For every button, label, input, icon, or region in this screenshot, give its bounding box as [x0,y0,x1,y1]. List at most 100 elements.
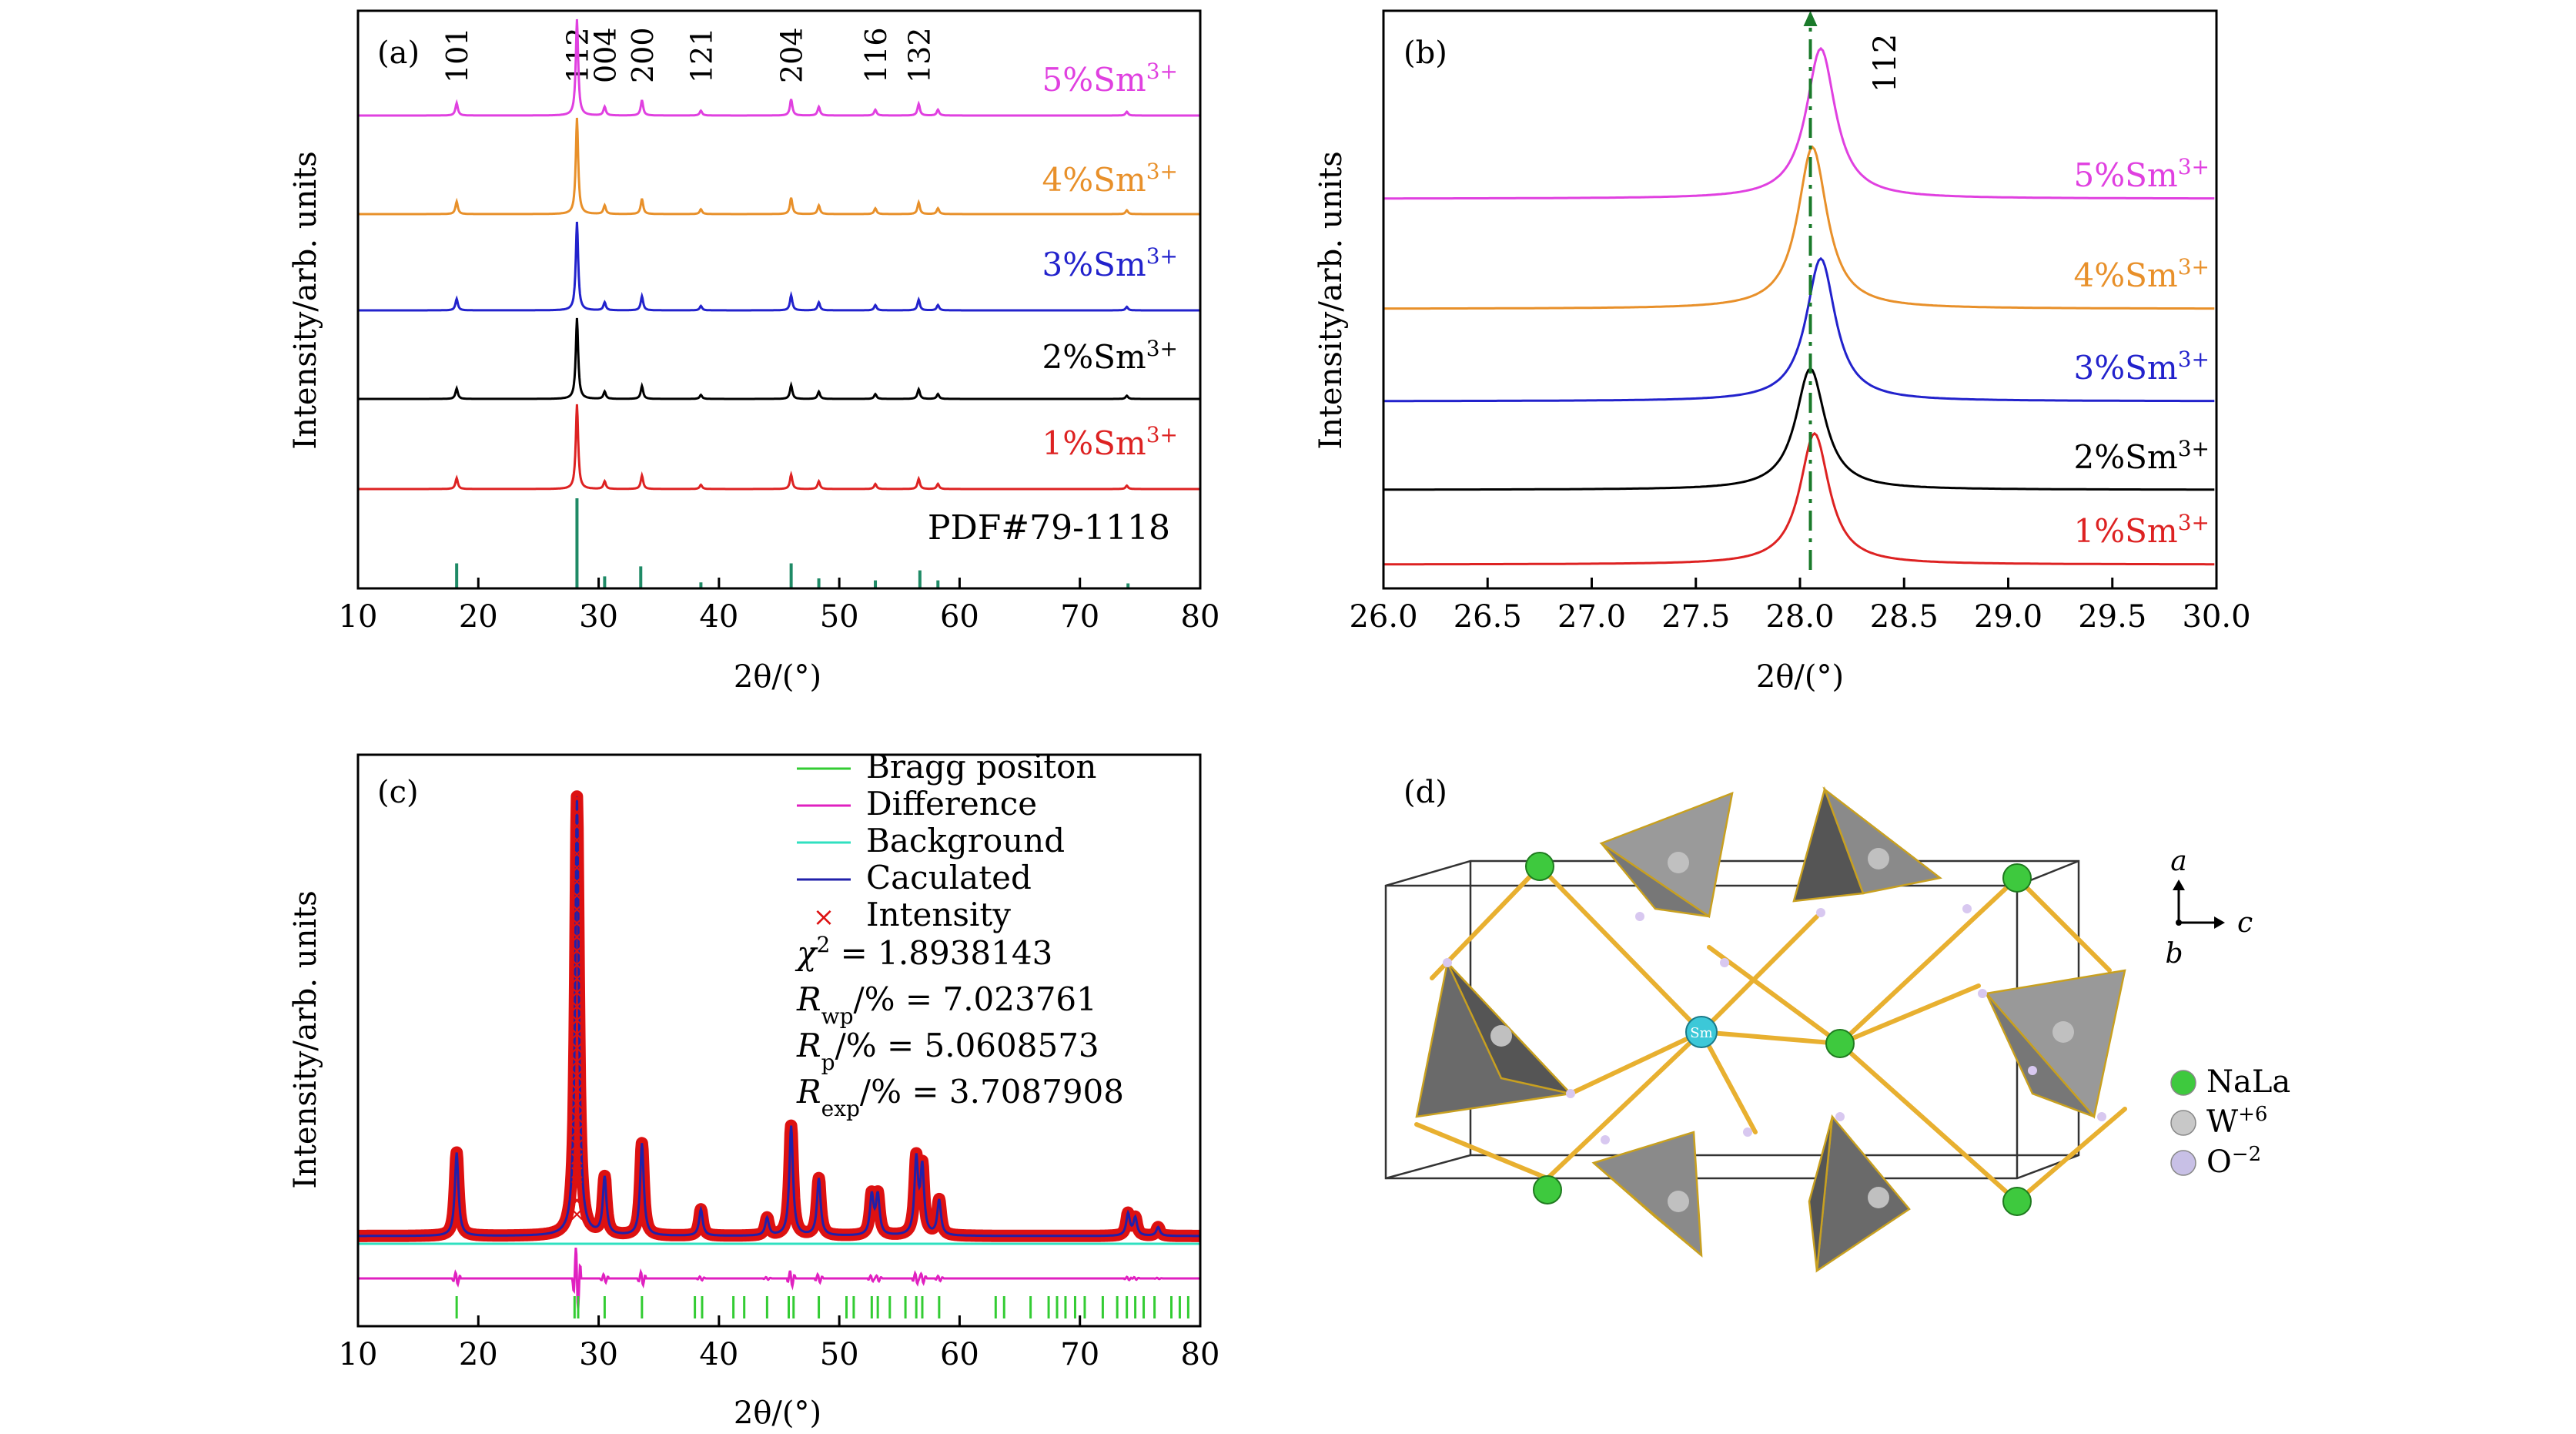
intensity-marker: × [569,926,586,949]
intensity-marker: × [569,898,586,921]
stat-line: Rp/% = 5.0608573 [796,1027,1099,1075]
hkl-label: 116 [859,27,893,83]
intensity-marker: × [569,829,586,852]
x-axis-label-a: 2θ/(°) [734,659,821,695]
legend-label: Bragg positon [866,748,1096,786]
x-tick-label: 10 [339,599,378,635]
nala-atoms [1525,852,2032,1216]
series-label: 4%Sm3+ [1042,159,1178,199]
stat-line: Rwp/% = 7.023761 [796,980,1097,1029]
series-line [358,404,1200,491]
x-tick-label: 60 [940,599,979,635]
series-line [358,221,1200,312]
peak-label-112: 112 [1868,34,1903,92]
legend-label: Caculated [866,859,1032,896]
panel-label-b: (b) [1403,35,1447,71]
legend-label: Difference [866,785,1037,823]
x-tick-label: 30.0 [2182,599,2250,635]
hkl-label: 200 [626,27,660,83]
legend: Bragg positonDifferenceBackgroundCaculat… [797,748,1096,933]
intensity-marker: × [569,981,586,1004]
xrd-zoom-curves: 5%Sm3+ 4%Sm3+ 3%Sm3+ 2%Sm3+ 1%Sm3+ [1383,46,2215,566]
orientation-axes: a c b [2165,846,2253,970]
x-tick-label: 50 [820,599,859,635]
hkl-label: 132 [902,27,936,83]
legend-atom [2170,1110,2196,1136]
x-tick-label: 28.5 [1870,599,1939,635]
stat-line: χ2 = 1.8938143 [795,932,1052,973]
x-tick-label: 40 [699,1337,738,1372]
legend-label: Background [866,822,1065,859]
xrd-curves: 5%Sm3+ 4%Sm3+ 3%Sm3+ 2%Sm3+ 1%Sm3+ [358,18,1200,491]
intensity-marker: × [569,1120,586,1143]
intensity-marker: × [569,1023,586,1046]
plot-frame [1382,9,2218,590]
intensity-marker: × [569,1064,586,1087]
legend-label: Intensity [866,896,1011,933]
plot-frame [356,753,1202,1328]
y-axis-label-c: Intensity/arb. units [288,890,323,1188]
legend-marker: × [813,902,835,933]
series-line [1383,145,2215,310]
x-tick-label: 70 [1060,1337,1099,1372]
plot-frame [356,9,1202,590]
intensity-marker: × [569,912,586,935]
intensity-marker: × [569,843,586,866]
series-label: 5%Sm3+ [2073,154,2210,195]
calculated-line [358,796,1200,1238]
intensity-marker: × [569,1189,586,1212]
tungstate-tetrahedra [1415,786,2126,1273]
intensity-marker: × [569,1161,586,1184]
x-tick-label: 27.0 [1557,599,1626,635]
panel-label-c: (c) [377,775,419,810]
legend-atom [2170,1070,2196,1096]
series-label: 1%Sm3+ [2073,510,2210,551]
x-tick-label: 50 [820,1337,859,1372]
legend-label: NaLa [2206,1064,2290,1100]
intensity-marker: × [569,1175,586,1198]
series-label: 3%Sm3+ [1042,243,1178,284]
intensity-marker: × [569,1092,586,1115]
x-tick-label: 70 [1060,599,1099,635]
rietveld-curves: ××××××××××××××××××××××××××××××× [352,787,1206,1310]
intensity-marker: × [569,1050,586,1074]
hkl-label: 004 [588,27,622,83]
intensity-marker: × [569,815,586,838]
series-line [1383,367,2215,491]
oxygen-atoms [1443,904,2106,1144]
x-tick-label: 20 [459,599,498,635]
x-tick-label: 29.0 [1974,599,2042,635]
x-tick-label: 80 [1181,1337,1220,1372]
panel-label-d: (d) [1403,775,1447,810]
hkl-label: 121 [684,27,718,83]
series-line [358,117,1200,216]
x-axis-ticks: 10 20 30 40 50 60 70 80 [339,578,1219,635]
intensity-marker: × [569,1009,586,1032]
x-tick-label: 28.0 [1765,599,1834,635]
intensity-marker: × [569,1134,586,1157]
x-axis-ticks: 26.0 26.5 27.0 27.5 28.0 28.5 29.0 29.5 30.0 [1349,578,2251,635]
intensity-marker: × [569,953,586,977]
intensity-marker: × [569,1203,586,1226]
series-label: 3%Sm3+ [2073,347,2210,387]
series-line [358,18,1200,117]
legend-atom [2170,1150,2196,1176]
stat-line: Rexp/% = 3.7087908 [796,1073,1124,1121]
series-label: 1%Sm3+ [1042,422,1178,463]
sm-atom-label: Sm [1690,1025,1712,1041]
y-axis-label-b: Intensity/arb. units [1313,151,1349,449]
x-tick-label: 30 [579,1337,618,1372]
crystal-structure-diagram: (d) [1384,775,2290,1273]
x-tick-label: 60 [940,1337,979,1372]
pdf-reference-lines [455,498,1130,588]
series-label: 5%Sm3+ [1042,59,1178,99]
series-line [1383,46,2215,200]
intensity-marker: × [569,856,586,879]
panel-b-chart: 5%Sm3+4%Sm3+3%Sm3+2%Sm3+1%Sm3+ 26.0 26.5 2… [1313,9,2251,695]
hkl-label: 101 [440,27,474,83]
intensity-marker: × [569,995,586,1018]
intensity-marker: × [569,967,586,990]
